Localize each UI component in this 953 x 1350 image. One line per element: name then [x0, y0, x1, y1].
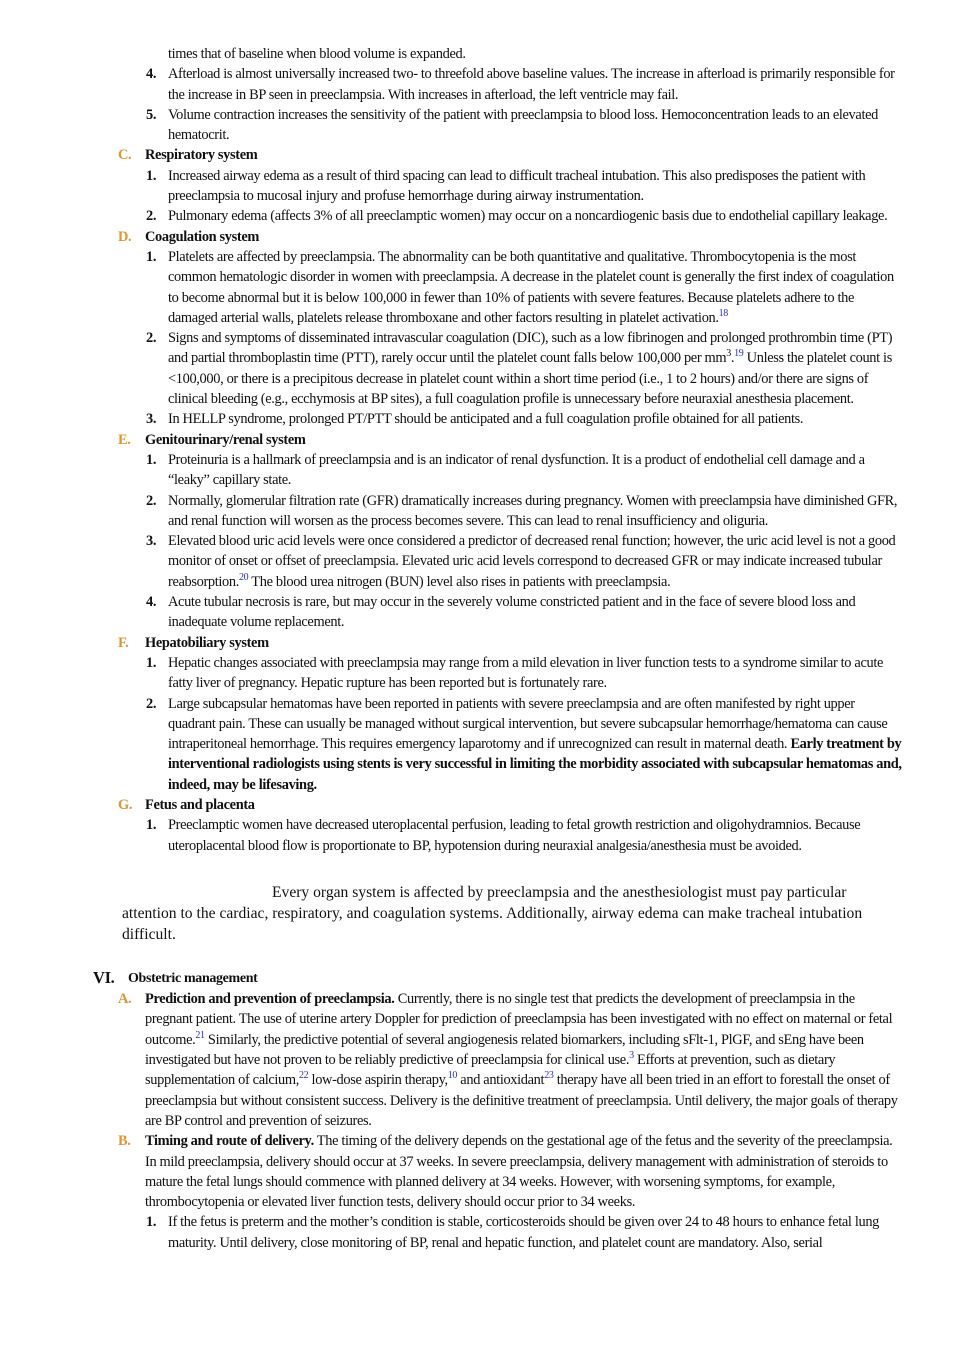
item-number: 1.	[146, 167, 157, 184]
list-item: 2. Normally, glomerular filtration rate (…	[146, 491, 902, 532]
list-item: 4. Afterload is almost universally increa…	[146, 64, 902, 105]
text-run: Currently, there is no single test that …	[145, 991, 893, 1048]
list-item: 3. In HELLP syndrome, prolonged PT/PTT sh…	[146, 409, 902, 429]
citation: 20	[238, 571, 249, 583]
section-title: Obstetric management	[128, 970, 258, 986]
text-run: Hepatic changes associated with preeclam…	[168, 654, 884, 692]
subsection-heading: D. Coagulation system	[118, 227, 953, 247]
subsection-label: E.	[118, 431, 131, 448]
subsection-label: G.	[118, 796, 133, 813]
subsection-title: Coagulation system	[145, 228, 260, 245]
subsection-label: A.	[118, 991, 132, 1008]
list-item: 5. Volume contraction increases the sensi…	[146, 105, 902, 146]
list-item: 1. Increased airway edema as a result of …	[146, 166, 902, 207]
item-number: 4.	[146, 66, 157, 83]
subsection-title: Prediction and prevention of preeclampsi…	[145, 991, 395, 1008]
subsection: A. Prediction and prevention of preeclamp…	[118, 989, 902, 1131]
text-run: Unless the platelet count is <100,000, o…	[168, 350, 892, 408]
citation: 3	[629, 1050, 634, 1062]
text-run: Preeclamptic women have decreased uterop…	[168, 817, 861, 854]
subsection-heading: G. Fetus and placenta	[118, 795, 953, 815]
text-run: Acute tubular necrosis is rare, but may …	[168, 594, 856, 631]
item-number: 1.	[146, 1214, 157, 1231]
item-number: 3.	[146, 411, 157, 428]
item-number: 2.	[146, 208, 157, 225]
text-run: Elevated blood uric acid levels were onc…	[168, 533, 896, 590]
section-heading: VI. Obstetric management	[93, 968, 953, 989]
subsection-title: Respiratory system	[145, 147, 258, 164]
superscript: 3	[726, 348, 731, 360]
text-run: low-dose aspirin therapy,	[308, 1072, 449, 1089]
text-run: Similarly, the predictive potential of s…	[145, 1031, 864, 1069]
subsection-title: Genitourinary/renal system	[145, 431, 306, 448]
text-run: The blood urea nitrogen (BUN) level also…	[248, 573, 671, 590]
item-number: 3.	[146, 533, 157, 550]
citation: 22	[299, 1070, 309, 1082]
list-item: 1. If the fetus is preterm and the mother…	[146, 1212, 902, 1253]
text-run: Increased airway edema as a result of th…	[168, 167, 866, 205]
text-run: Proteinuria is a hallmark of preeclampsi…	[168, 451, 865, 489]
subsection: B. Timing and route of delivery. The timi…	[118, 1131, 902, 1212]
item-number: 2.	[146, 492, 157, 509]
item-number: 5.	[146, 106, 157, 123]
text-run: The timing of the delivery depends on th…	[145, 1133, 893, 1211]
citation: 19	[734, 348, 744, 360]
list-item: 1. Platelets are affected by preeclampsia…	[146, 247, 902, 328]
list-item: 2. Pulmonary edema (affects 3% of all pre…	[146, 206, 902, 226]
subsection-title: Timing and route of delivery.	[145, 1133, 314, 1150]
text-run: Signs and symptoms of disseminated intra…	[168, 330, 893, 367]
item-number: 2.	[146, 330, 157, 347]
item-number: 2.	[146, 695, 157, 712]
item-number: 1.	[146, 451, 157, 468]
text-run: times that of baseline when blood volume…	[168, 46, 466, 62]
item-number: 1.	[146, 248, 157, 265]
text-run: In HELLP syndrome, prolonged PT/PTT shou…	[168, 411, 804, 428]
bold-text: Early treatment by interventional radiol…	[168, 736, 902, 793]
text-run: Volume contraction increases the sensiti…	[168, 106, 878, 144]
subsection-label: F.	[118, 634, 129, 651]
text-run: therapy have all been tried in an effort…	[145, 1072, 898, 1129]
key-point: Every organ system is affected by preecl…	[122, 883, 863, 943]
item-number: 1.	[146, 817, 157, 834]
list-item: 1. Hepatic changes associated with preecl…	[146, 653, 902, 694]
text-run: Normally, glomerular filtration rate (GF…	[168, 492, 898, 529]
subsection-title: Fetus and placenta	[145, 796, 255, 813]
list-item: 3. Elevated blood uric acid levels were o…	[146, 531, 902, 592]
list-item: 1. Proteinuria is a hallmark of preeclamp…	[146, 450, 902, 491]
text-run: Pulmonary edema (affects 3% of all preec…	[168, 208, 888, 225]
item-number: 1.	[146, 654, 157, 671]
subsection-heading: C. Respiratory system	[118, 145, 953, 165]
text-run: If the fetus is preterm and the mother’s…	[168, 1214, 880, 1251]
citation: 23	[544, 1070, 554, 1082]
list-item: 4. Acute tubular necrosis is rare, but ma…	[146, 592, 902, 633]
text-run: .	[730, 350, 735, 367]
text-run: Platelets are affected by preeclampsia. …	[168, 248, 894, 326]
subsection-label: B.	[118, 1133, 131, 1150]
subsection-heading: F. Hepatobiliary system	[118, 633, 953, 653]
subsection-label: D.	[118, 228, 132, 245]
section-numeral: VI.	[93, 967, 115, 987]
citation: 18	[718, 307, 729, 319]
citation: 21	[195, 1029, 205, 1041]
citation: 10	[447, 1070, 458, 1082]
text-run: Large subcapsular hematomas have been re…	[168, 695, 888, 753]
subsection-label: C.	[118, 147, 132, 164]
list-item: 2. Large subcapsular hematomas have been …	[146, 694, 902, 795]
text-run: Afterload is almost universally increase…	[168, 66, 895, 103]
subsection-heading: E. Genitourinary/renal system	[118, 430, 953, 450]
text-run: Efforts at prevention, such as dietary s…	[145, 1052, 836, 1089]
text-run: and antioxidant	[457, 1072, 545, 1089]
list-item: 1. Preeclamptic women have decreased uter…	[146, 815, 902, 856]
list-item: times that of baseline when blood volume…	[168, 44, 902, 64]
list-item: 2. Signs and symptoms of disseminated int…	[146, 328, 902, 409]
subsection-title: Hepatobiliary system	[145, 634, 269, 651]
item-number: 4.	[146, 594, 157, 611]
